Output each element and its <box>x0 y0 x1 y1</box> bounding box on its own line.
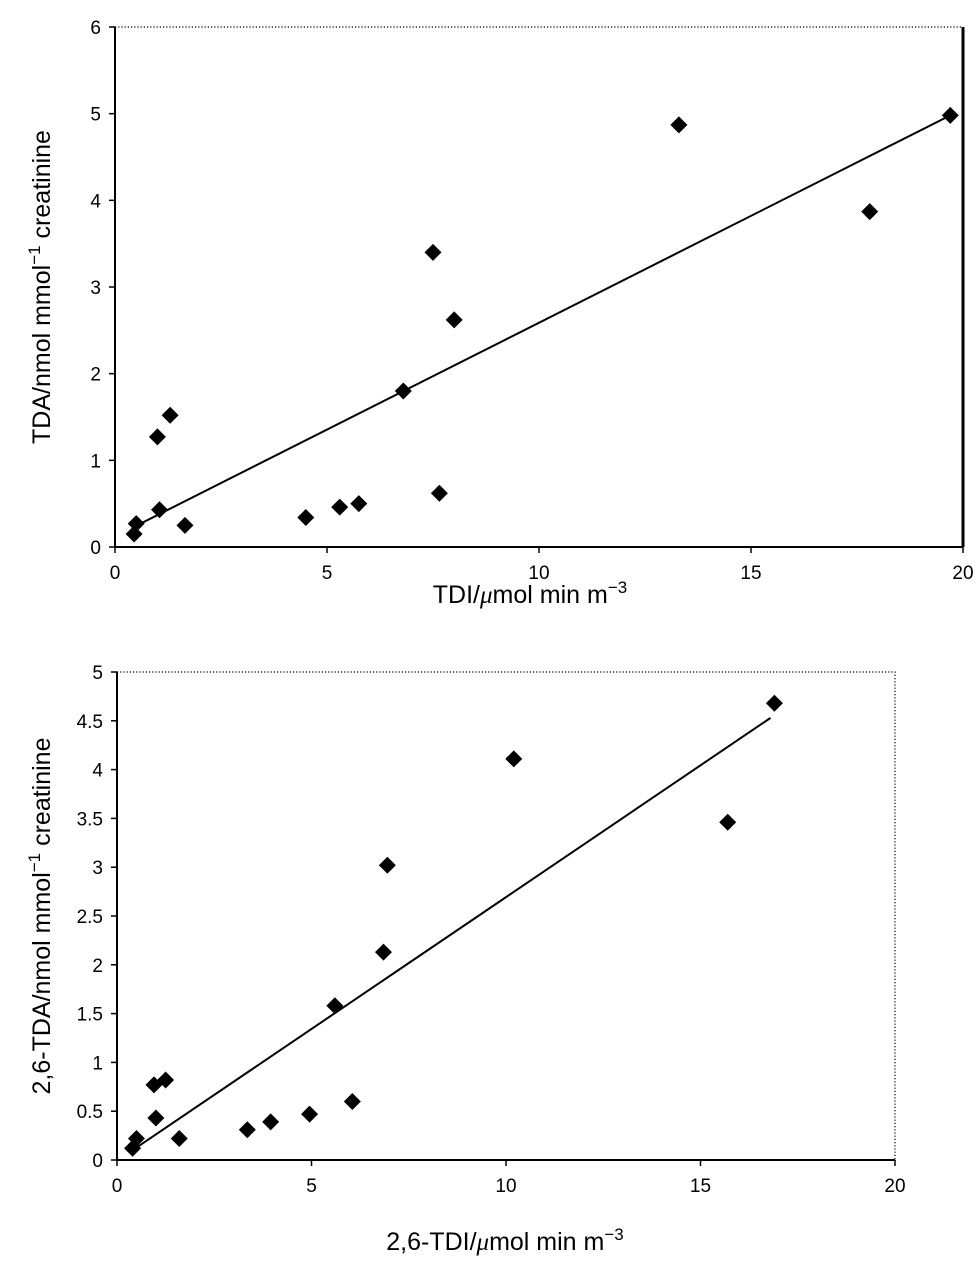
trendline-group <box>131 717 772 1152</box>
data-point <box>445 311 463 329</box>
data-point <box>148 428 166 446</box>
data-point <box>331 498 349 516</box>
data-point <box>765 694 783 712</box>
data-points <box>125 106 959 543</box>
x-axis-title: TDI/μmol min m−3 <box>433 578 627 609</box>
plot-area-frame <box>114 26 964 548</box>
data-point <box>170 1130 188 1148</box>
data-point <box>941 106 959 124</box>
x-tick-label: 5 <box>322 563 333 584</box>
y-tick-label: 5 <box>92 663 103 684</box>
data-point <box>430 484 448 502</box>
y-tick-label: 3.5 <box>77 809 103 830</box>
y-tick-label: 4 <box>92 761 103 782</box>
trendline-group <box>131 114 951 529</box>
y-tick-label: 2.5 <box>77 907 103 928</box>
data-point <box>378 856 396 874</box>
y-tick-label: 3 <box>90 278 101 299</box>
y-tick-label: 2 <box>90 365 101 386</box>
x-tick-label: 0 <box>110 563 121 584</box>
data-point <box>719 813 737 831</box>
chart-tdi-tda: 0 1 2 3 4 5 6 0 5 10 15 20 TDI/μmol min m−3 TDA/nm… <box>25 18 974 609</box>
x-tick-label: 20 <box>884 1176 905 1197</box>
data-point <box>394 382 412 400</box>
x-axis-title: 2,6-TDI/μmol min m−3 <box>386 1225 624 1256</box>
y-axis-title: 2,6-TDA/nmol mmol−1 creatinine <box>25 737 56 1094</box>
y-tick-label: 2 <box>92 956 103 977</box>
x-tick-label: 10 <box>528 563 549 584</box>
x-tick-label: 15 <box>740 563 761 584</box>
x-ticks: 0 5 10 15 20 <box>112 1160 906 1197</box>
x-tick-label: 10 <box>495 1176 516 1197</box>
trendline <box>131 717 772 1152</box>
data-point <box>238 1121 256 1139</box>
x-tick-label: 15 <box>690 1176 711 1197</box>
data-point <box>297 509 315 527</box>
trendline <box>131 114 951 529</box>
data-point <box>343 1092 361 1110</box>
data-point <box>424 243 442 261</box>
y-axis-title: TDA/nmol mmol−1 creatinine <box>25 130 56 444</box>
data-point <box>350 495 368 513</box>
data-point <box>161 406 179 424</box>
data-point <box>127 515 145 533</box>
y-tick-label: 1 <box>90 451 101 472</box>
y-tick-label: 0.5 <box>77 1102 103 1123</box>
y-tick-label: 5 <box>90 105 101 126</box>
x-tick-label: 20 <box>952 563 973 584</box>
x-tick-label: 0 <box>112 1176 123 1197</box>
data-point <box>505 750 523 768</box>
data-points <box>124 694 783 1157</box>
data-point <box>262 1113 280 1131</box>
data-point <box>147 1109 165 1127</box>
chart-26tdi-26tda: 0 0.5 1 1.5 2 2.5 3 3.5 4 4.5 5 0 5 10 15 20 2,6-TDI/μ… <box>25 663 906 1256</box>
data-point <box>176 516 194 534</box>
x-tick-label: 5 <box>306 1176 317 1197</box>
data-point <box>301 1105 319 1123</box>
data-point <box>670 116 688 134</box>
y-tick-label: 1.5 <box>77 1005 103 1026</box>
y-tick-label: 1 <box>92 1053 103 1074</box>
y-ticks: 0 0.5 1 1.5 2 2.5 3 3.5 4 4.5 5 <box>77 663 117 1172</box>
x-ticks: 0 5 10 15 20 <box>110 547 974 584</box>
data-point <box>326 997 344 1015</box>
data-point <box>127 1130 145 1148</box>
y-ticks: 0 1 2 3 4 5 6 <box>90 18 115 559</box>
data-point <box>861 203 879 221</box>
plot-area-frame <box>116 671 896 1161</box>
data-point <box>157 1071 175 1089</box>
y-tick-label: 4 <box>90 191 101 212</box>
y-tick-label: 4.5 <box>77 712 103 733</box>
y-tick-label: 6 <box>90 18 101 39</box>
y-tick-label: 3 <box>92 858 103 879</box>
data-point <box>374 943 392 961</box>
data-point <box>151 501 169 519</box>
y-tick-label: 0 <box>92 1151 103 1172</box>
y-tick-label: 0 <box>90 538 101 559</box>
